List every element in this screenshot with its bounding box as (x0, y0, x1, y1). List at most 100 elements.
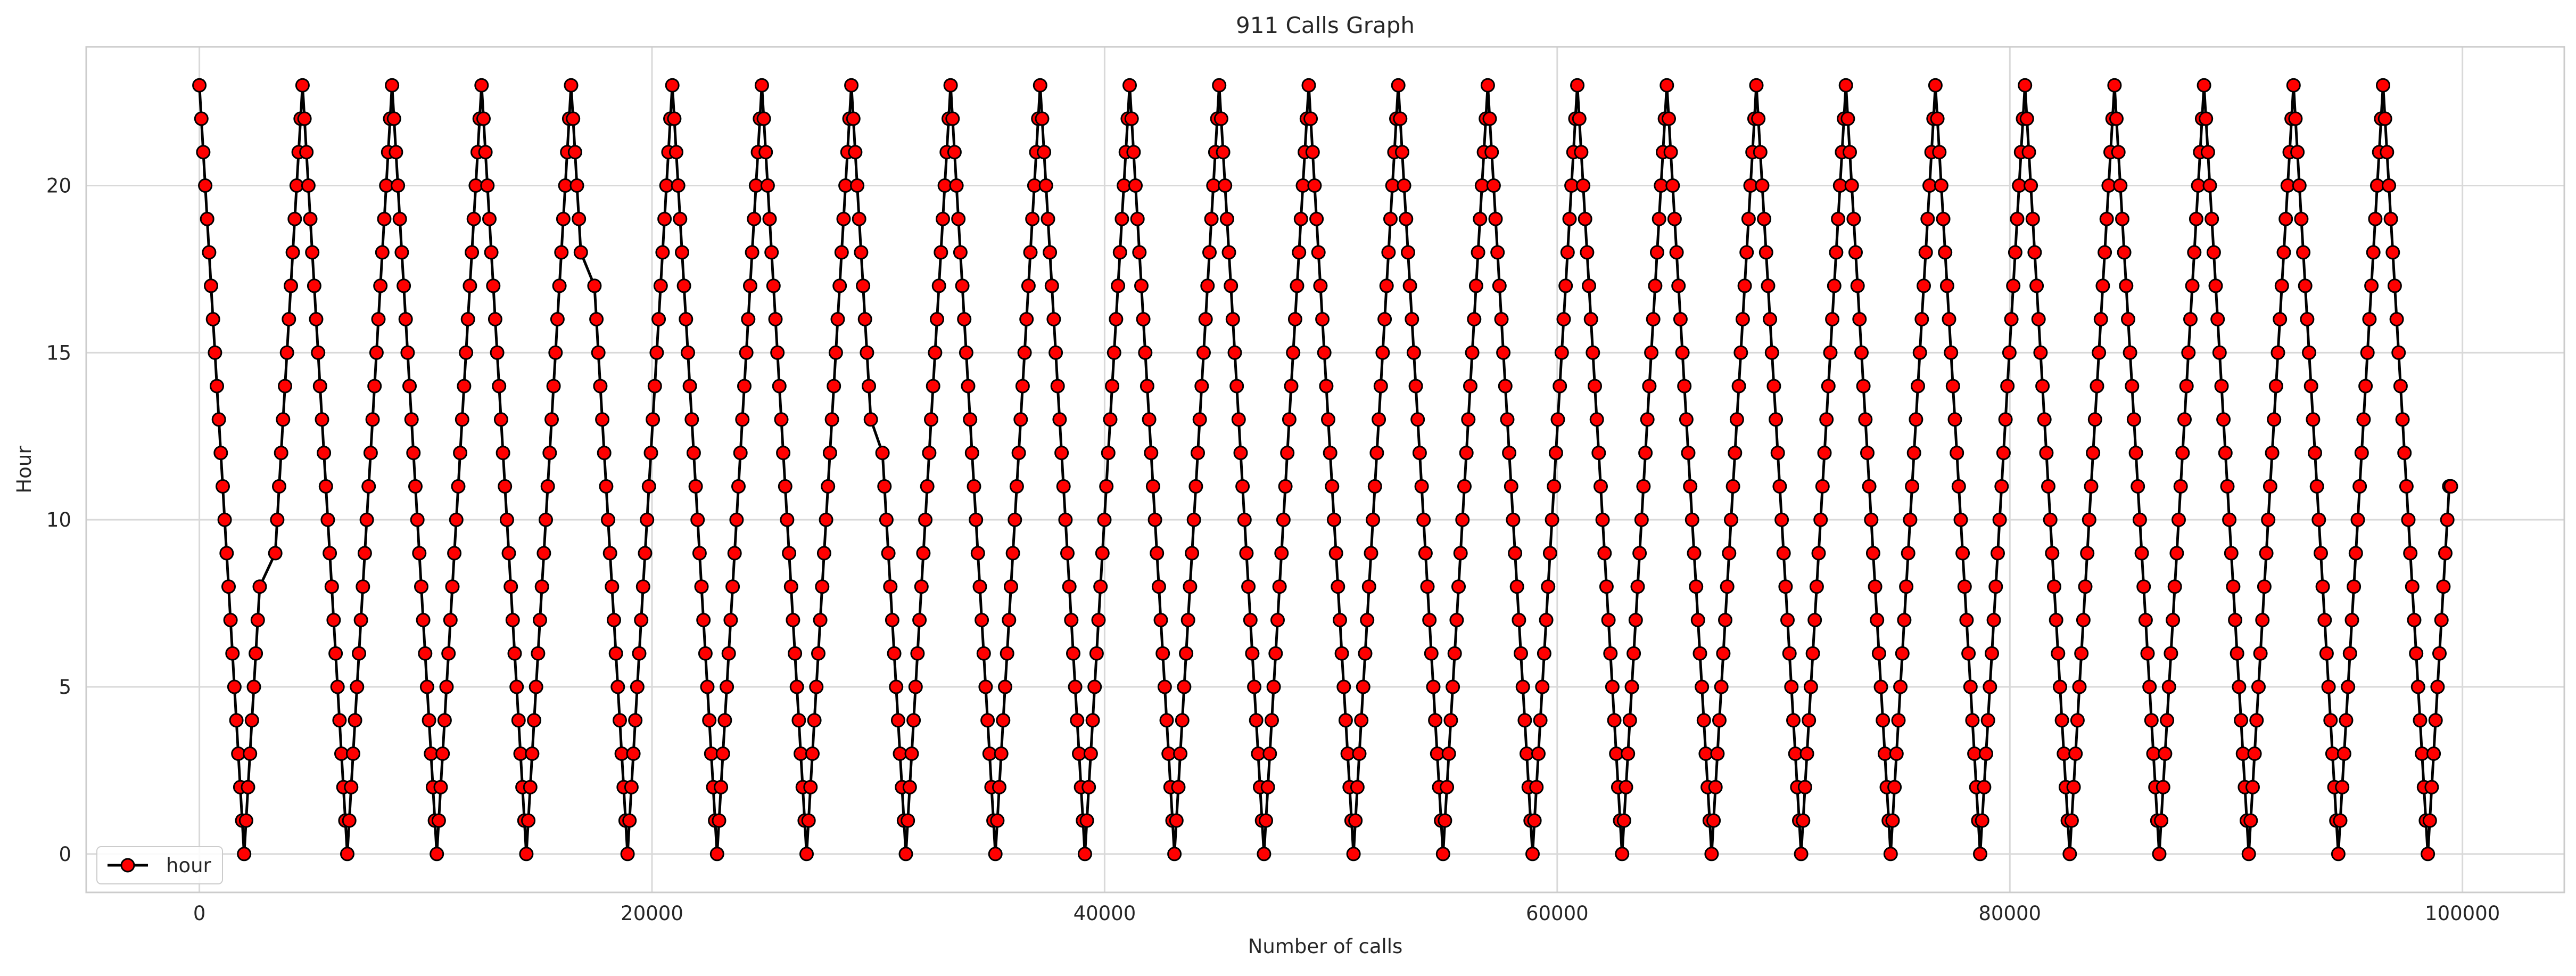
data-point (601, 512, 615, 527)
data-point (529, 679, 543, 694)
data-point (1695, 679, 1710, 694)
data-point (1372, 412, 1386, 427)
data-point (947, 145, 962, 160)
data-point (1331, 579, 1345, 594)
data-point (1860, 446, 1875, 461)
data-point (635, 579, 650, 594)
data-point (602, 546, 617, 561)
data-point (2140, 646, 2155, 661)
data-point (1883, 847, 1898, 862)
data-point (1038, 178, 1053, 193)
data-point (1897, 613, 1912, 627)
data-point (1794, 847, 1809, 862)
data-point (1698, 747, 1713, 761)
data-point (474, 78, 489, 93)
data-point (1367, 479, 1382, 494)
data-point (317, 446, 332, 461)
data-point (893, 747, 907, 761)
data-point (1204, 211, 1219, 226)
data-point (367, 379, 382, 393)
data-point (1455, 512, 1470, 527)
data-point (465, 245, 480, 260)
data-point (1764, 345, 1779, 360)
data-point (1333, 613, 1347, 627)
data-point (246, 679, 261, 694)
data-point (1107, 345, 1121, 360)
data-point (1147, 512, 1162, 527)
data-point (1229, 379, 1244, 393)
data-point (1017, 345, 1032, 360)
data-point (881, 546, 896, 561)
data-point (1558, 278, 1573, 293)
data-point (2138, 613, 2153, 627)
data-point (241, 780, 255, 794)
data-point (2047, 579, 2061, 594)
data-point (250, 613, 265, 627)
data-point (747, 211, 762, 226)
data-point (788, 646, 803, 661)
data-point (676, 278, 691, 293)
data-point (786, 613, 800, 627)
data-point (1893, 679, 1908, 694)
data-point (2335, 780, 2350, 794)
data-point (223, 613, 238, 627)
data-point (794, 747, 808, 761)
data-point (1498, 379, 1513, 393)
data-point (920, 479, 935, 494)
data-point (1270, 613, 1285, 627)
data-point (523, 780, 538, 794)
data-point (655, 245, 670, 260)
data-point (1758, 245, 1773, 260)
data-point (202, 245, 217, 260)
data-point (1130, 211, 1145, 226)
data-point (1095, 546, 1110, 561)
data-point (1099, 479, 1114, 494)
data-point (459, 345, 474, 360)
data-point (799, 847, 814, 862)
data-point (1494, 312, 1509, 326)
data-point (1580, 245, 1595, 260)
data-point (613, 713, 627, 728)
data-point (303, 211, 318, 226)
data-point (1070, 713, 1085, 728)
data-point (210, 379, 224, 393)
data-point (211, 412, 226, 427)
data-point (1640, 412, 1655, 427)
data-point (2132, 512, 2147, 527)
data-point (315, 412, 329, 427)
data-point (610, 679, 625, 694)
data-point (1449, 613, 1464, 627)
data-point (2027, 245, 2042, 260)
data-point (284, 278, 298, 293)
data-point (901, 813, 915, 828)
data-point (227, 679, 242, 694)
data-point (2315, 579, 2330, 594)
data-point (628, 713, 643, 728)
data-point (2043, 512, 2058, 527)
data-point (1015, 379, 1030, 393)
data-point (980, 713, 995, 728)
data-point (1815, 479, 1830, 494)
data-point (2302, 345, 2316, 360)
data-point (2033, 345, 2048, 360)
data-point (416, 613, 431, 627)
data-point (2401, 512, 2416, 527)
data-point (1772, 479, 1787, 494)
data-point (2117, 245, 2132, 260)
data-point (527, 713, 542, 728)
data-point (2035, 379, 2050, 393)
data-point (2309, 479, 2324, 494)
data-point (2066, 780, 2081, 794)
data-point (1044, 278, 1059, 293)
data-point (1191, 446, 1205, 461)
data-point (1553, 379, 1567, 393)
data-point (595, 412, 610, 427)
data-point (1418, 546, 1433, 561)
data-point (457, 379, 472, 393)
data-point (397, 278, 411, 293)
data-point (353, 613, 368, 627)
data-point (838, 178, 853, 193)
data-point (1737, 278, 1752, 293)
data-point (1914, 312, 1929, 326)
data-point (2156, 780, 2170, 794)
